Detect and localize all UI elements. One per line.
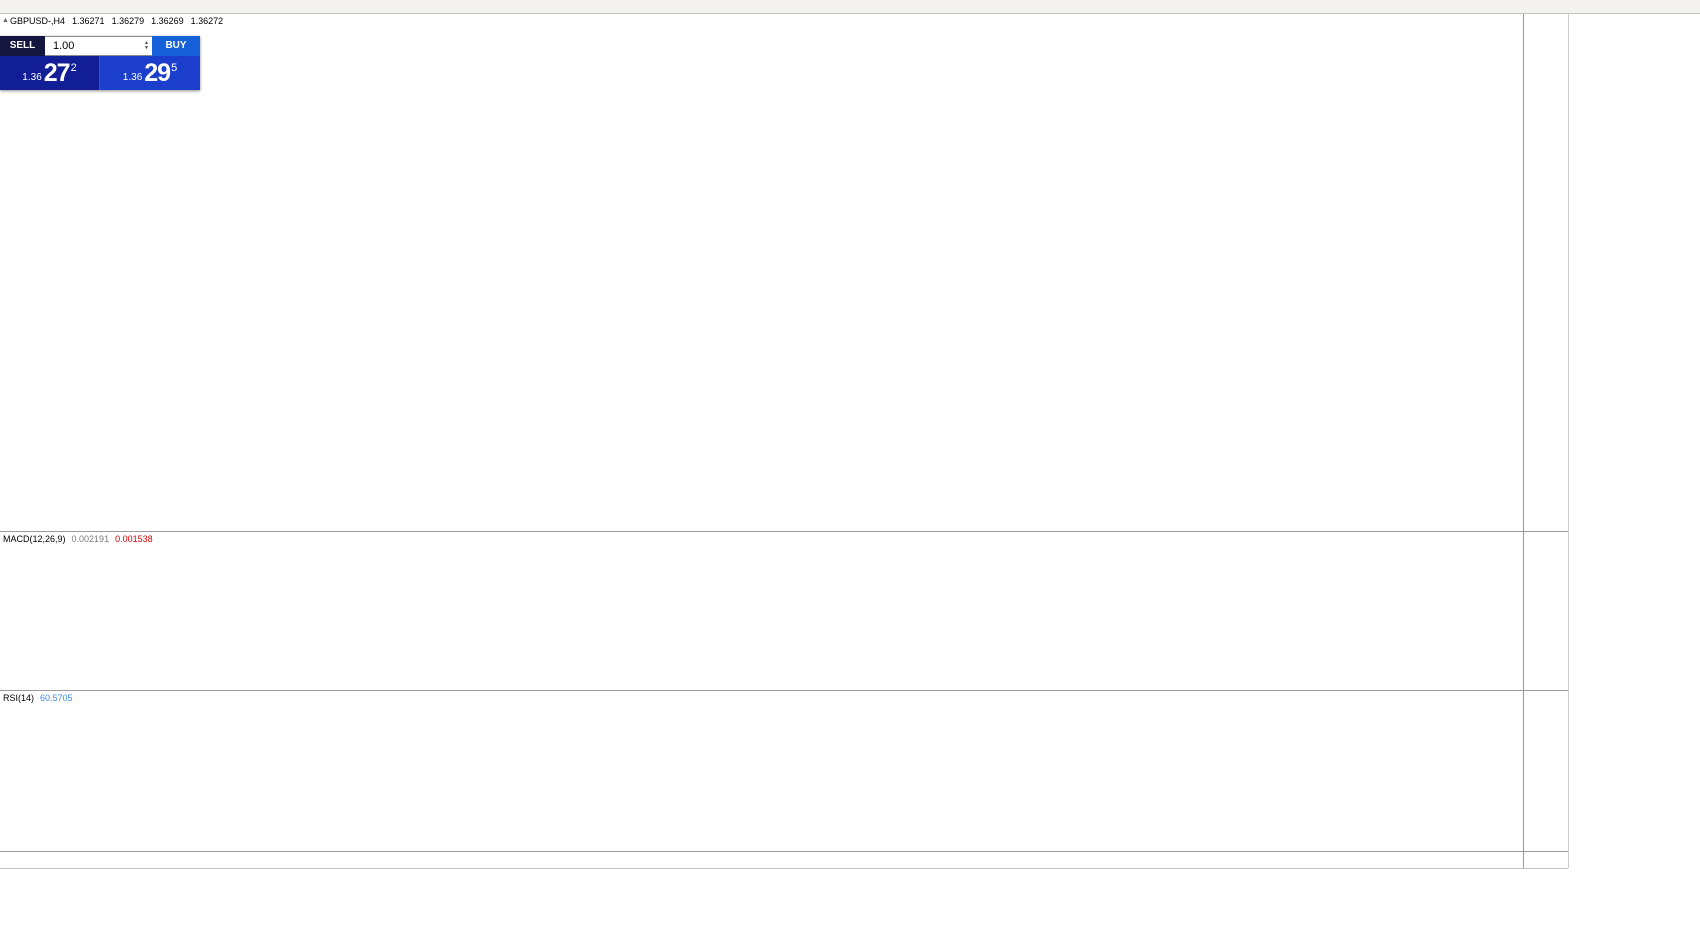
spinner-down-icon[interactable]: ▼ bbox=[144, 45, 149, 51]
sell-price-big: 27 bbox=[43, 58, 71, 87]
sell-button[interactable]: SELL bbox=[0, 36, 45, 56]
high-value: 1.36279 bbox=[111, 16, 145, 26]
volume-input[interactable]: 1.00 ▲ ▼ bbox=[45, 36, 152, 56]
macd-main-value: 0.002191 bbox=[71, 534, 110, 544]
buy-price-sup: 5 bbox=[171, 62, 178, 74]
macd-indicator-label: MACD(12,26,9) 0.002191 0.001538 bbox=[3, 534, 153, 544]
time-axis-separator bbox=[0, 851, 1568, 852]
rsi-indicator-label: RSI(14) 60.5705 bbox=[3, 693, 73, 703]
sell-price-sup: 2 bbox=[70, 62, 77, 74]
open-value: 1.36271 bbox=[72, 16, 105, 26]
macd-panel[interactable] bbox=[0, 531, 1523, 690]
symbol-period-label: GBPUSD-,H4 bbox=[10, 16, 66, 26]
toolbar bbox=[0, 0, 1700, 14]
spinner-up-icon[interactable]: ▲ bbox=[144, 40, 149, 46]
sell-price[interactable]: 1.36 27 2 bbox=[0, 56, 100, 90]
one-click-trading-panel: SELL 1.00 ▲ ▼ BUY 1.36 27 2 1.36 29 5 bbox=[0, 36, 200, 90]
buy-price-prefix: 1.36 bbox=[122, 72, 143, 83]
price-axis-separator[interactable] bbox=[1523, 14, 1524, 868]
panel-separator-rsi[interactable] bbox=[0, 690, 1568, 691]
panel-separator-macd[interactable] bbox=[0, 531, 1568, 532]
rsi-value: 60.5705 bbox=[40, 693, 73, 703]
chart-ohlc-header: GBPUSD-,H4 1.36271 1.36279 1.36269 1.362… bbox=[10, 16, 223, 26]
one-click-toggle-icon[interactable]: ▲ bbox=[2, 17, 9, 24]
chart-window-right-edge bbox=[1568, 14, 1569, 868]
macd-signal-value: 0.001538 bbox=[115, 534, 153, 544]
low-value: 1.36269 bbox=[151, 16, 184, 26]
main-price-chart[interactable] bbox=[0, 14, 1523, 531]
buy-button[interactable]: BUY bbox=[152, 36, 200, 56]
volume-spinner[interactable]: ▲ ▼ bbox=[144, 41, 149, 51]
buy-price-big: 29 bbox=[144, 58, 171, 87]
volume-value: 1.00 bbox=[53, 40, 75, 52]
sell-price-prefix: 1.36 bbox=[22, 72, 42, 83]
macd-name: MACD(12,26,9) bbox=[3, 534, 66, 544]
close-value: 1.36272 bbox=[190, 16, 224, 26]
rsi-panel[interactable] bbox=[0, 690, 1523, 851]
rsi-name: RSI(14) bbox=[3, 693, 35, 703]
chart-window-bottom-edge bbox=[0, 868, 1568, 869]
buy-price[interactable]: 1.36 29 5 bbox=[100, 56, 200, 90]
